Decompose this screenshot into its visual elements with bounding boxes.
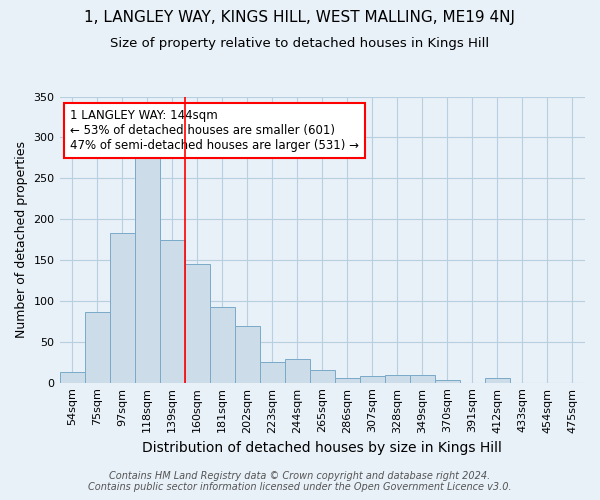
- Text: 1 LANGLEY WAY: 144sqm
← 53% of detached houses are smaller (601)
47% of semi-det: 1 LANGLEY WAY: 144sqm ← 53% of detached …: [70, 110, 359, 152]
- Bar: [85, 312, 110, 382]
- Bar: [485, 378, 510, 382]
- Bar: [260, 362, 285, 382]
- Text: Size of property relative to detached houses in Kings Hill: Size of property relative to detached ho…: [110, 38, 490, 51]
- Bar: [310, 370, 335, 382]
- Bar: [435, 380, 460, 382]
- Bar: [134, 146, 160, 382]
- Bar: [110, 233, 134, 382]
- Text: Contains HM Land Registry data © Crown copyright and database right 2024.
Contai: Contains HM Land Registry data © Crown c…: [88, 471, 512, 492]
- Bar: [410, 376, 435, 382]
- Text: 1, LANGLEY WAY, KINGS HILL, WEST MALLING, ME19 4NJ: 1, LANGLEY WAY, KINGS HILL, WEST MALLING…: [85, 10, 515, 25]
- Bar: [235, 326, 260, 382]
- Y-axis label: Number of detached properties: Number of detached properties: [15, 141, 28, 338]
- Bar: [209, 308, 235, 382]
- X-axis label: Distribution of detached houses by size in Kings Hill: Distribution of detached houses by size …: [142, 441, 502, 455]
- Bar: [185, 264, 209, 382]
- Bar: [335, 378, 360, 382]
- Bar: [360, 376, 385, 382]
- Bar: [59, 372, 85, 382]
- Bar: [285, 359, 310, 382]
- Bar: [385, 376, 410, 382]
- Bar: [160, 240, 185, 382]
